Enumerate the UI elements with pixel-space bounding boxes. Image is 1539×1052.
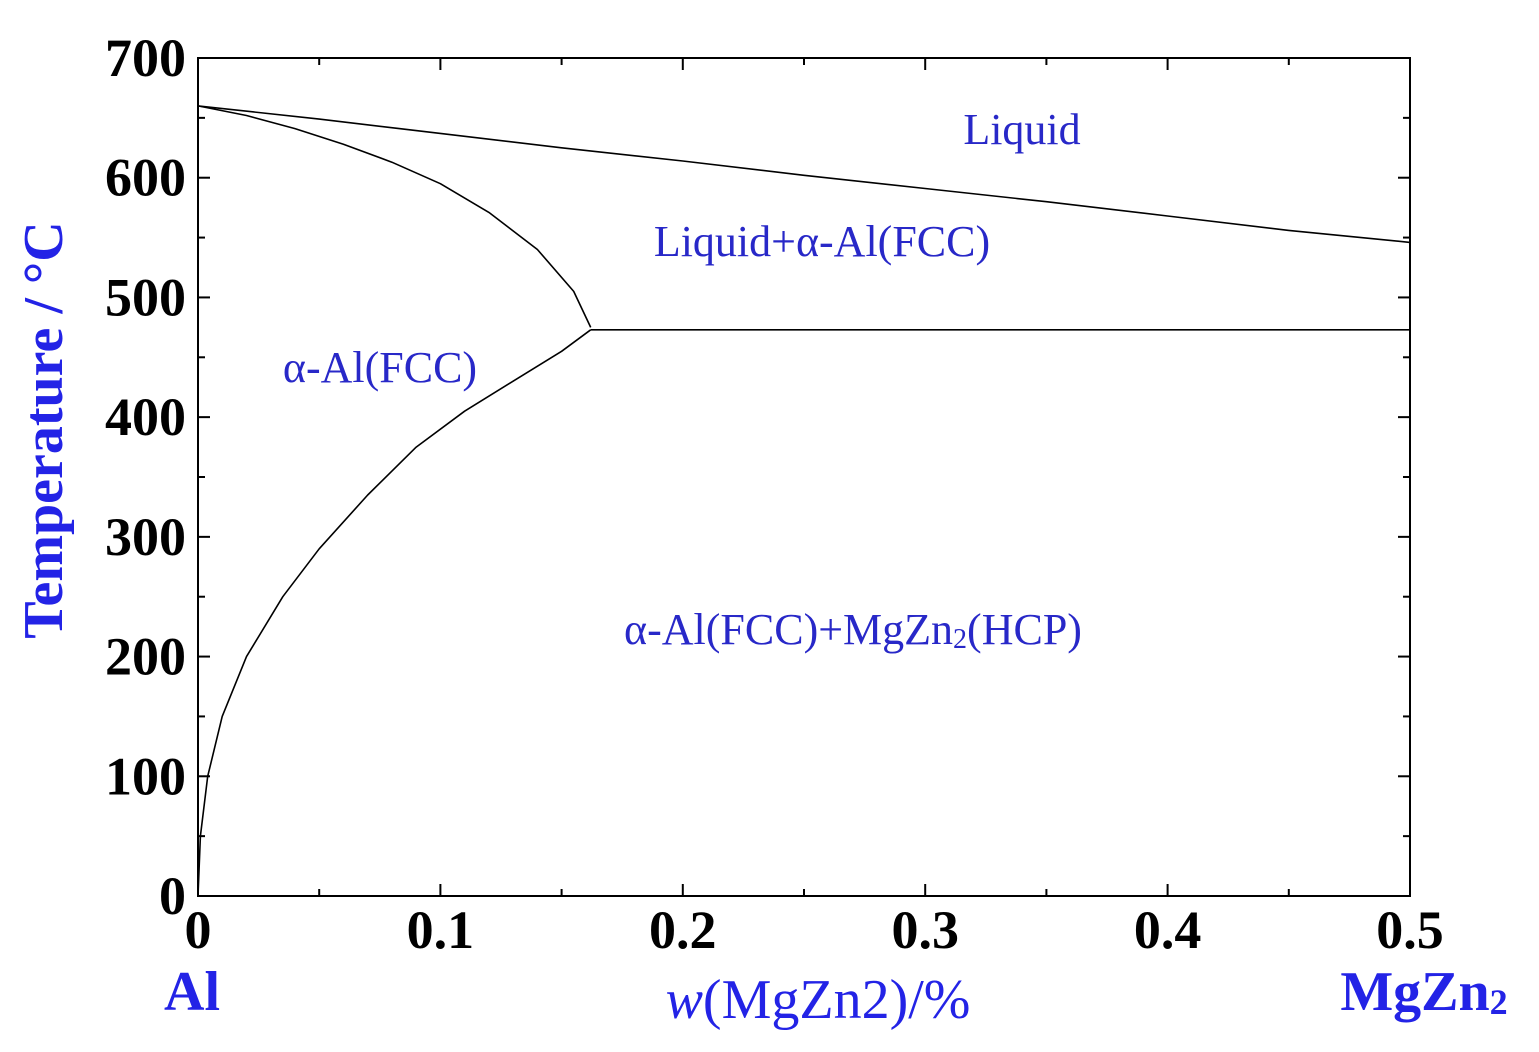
y-tick-label: 700 bbox=[105, 28, 186, 88]
y-tick-label: 0 bbox=[159, 866, 186, 926]
x-tick-labels: 0 0.1 0.2 0.3 0.4 0.5 bbox=[185, 900, 1444, 960]
axis-ticks bbox=[197, 57, 1411, 897]
x-tick-label: 0 bbox=[185, 900, 212, 960]
solidus-line bbox=[197, 105, 592, 328]
region-liquid-fcc: Liquid+α-Al(FCC) bbox=[654, 217, 990, 266]
y-tick-label: 100 bbox=[105, 746, 186, 806]
region-fcc: α-Al(FCC) bbox=[283, 343, 477, 392]
region-fcc-hcp-sub: 2 bbox=[953, 624, 967, 655]
x-axis-title: w(MgZn2)/% bbox=[666, 969, 971, 1031]
x-axis-title-italic: w bbox=[666, 969, 703, 1031]
phase-boundaries bbox=[197, 105, 1411, 897]
y-tick-label: 600 bbox=[105, 148, 186, 208]
y-tick-labels: 0 100 200 300 400 500 600 700 bbox=[105, 28, 186, 926]
y-axis-title: Temperature / °C bbox=[13, 221, 75, 638]
y-tick-label: 200 bbox=[105, 627, 186, 687]
end-label-mgzn2-main: MgZn bbox=[1340, 961, 1489, 1023]
plot-frame bbox=[197, 57, 1411, 897]
region-fcc-hcp: α-Al(FCC)+MgZn2(HCP) bbox=[624, 605, 1082, 655]
y-tick-label: 400 bbox=[105, 387, 186, 447]
end-label-mgzn2-sub: 2 bbox=[1490, 982, 1508, 1022]
region-fcc-hcp-a: α-Al(FCC)+MgZn bbox=[624, 605, 953, 654]
x-tick-label: 0.2 bbox=[649, 900, 717, 960]
x-tick-label: 0.3 bbox=[891, 900, 959, 960]
y-tick-label: 300 bbox=[105, 507, 186, 567]
solvus-line bbox=[197, 329, 592, 897]
end-label-al: Al bbox=[164, 961, 220, 1023]
y-tick-label: 500 bbox=[105, 267, 186, 327]
region-liquid: Liquid bbox=[963, 105, 1080, 154]
liquidus-line bbox=[197, 105, 1411, 244]
x-tick-label: 0.5 bbox=[1376, 900, 1444, 960]
x-tick-label: 0.4 bbox=[1134, 900, 1202, 960]
x-tick-label: 0.1 bbox=[407, 900, 475, 960]
x-axis-title-rest: (MgZn2)/% bbox=[703, 969, 971, 1031]
region-fcc-hcp-b: (HCP) bbox=[967, 605, 1082, 654]
end-label-mgzn2: MgZn2 bbox=[1340, 961, 1507, 1023]
